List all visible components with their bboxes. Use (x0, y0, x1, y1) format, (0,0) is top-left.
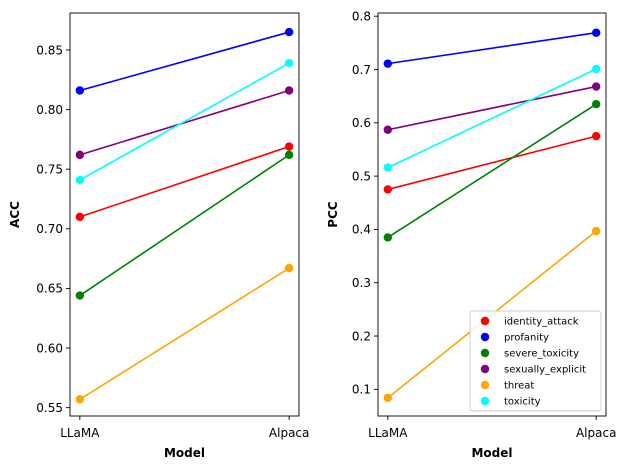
data-point-toxicity-llama (75, 175, 85, 185)
legend-marker-threat (480, 380, 490, 390)
series-threat (75, 263, 294, 404)
chart-2: 0.1 0.2 0.3 0.4 0.5 0.6 0.7 0.8 LLaMA Alpaca Model… (326, 9, 616, 460)
data-point-severe_toxicity-alpaca (284, 150, 294, 160)
y-tick-label: 0.55 (36, 401, 63, 415)
data-point-sexually_explicit-alpaca (592, 82, 601, 91)
series-line-profanity (387, 31, 597, 65)
series-line-sexually_explicit (387, 85, 597, 131)
y-tick-label: 0.7 (352, 63, 371, 77)
data-point-severe_toxicity-llama (75, 291, 85, 300)
y-axis-label: ACC (8, 201, 22, 228)
data-point-profanity-alpaca (592, 28, 601, 37)
legend-label-toxicity: toxicity (504, 397, 541, 408)
y-tick-label: 0.6 (352, 116, 371, 130)
data-point-identity_attack-llama (383, 185, 392, 194)
data-point-severe_toxicity-alpaca (592, 99, 601, 109)
data-point-identity_attack-alpaca (284, 142, 294, 151)
x-tick-label: LLaMA (60, 426, 100, 440)
series-line-severe_toxicity (79, 154, 290, 297)
series-toxicity (383, 64, 601, 172)
y-tick-label: 0.3 (352, 276, 371, 290)
data-point-sexually_explicit-llama (383, 125, 392, 134)
legend-marker-severe_toxicity (480, 348, 490, 358)
plot-frame (377, 12, 607, 417)
series-profanity (383, 28, 601, 68)
legend-label-severe_toxicity: severe_toxicity (504, 349, 579, 360)
data-point-sexually_explicit-llama (75, 150, 85, 160)
series-severe_toxicity (75, 150, 294, 300)
series-line-toxicity (387, 68, 597, 169)
legend-marker-profanity (480, 332, 490, 342)
data-point-threat-alpaca (592, 226, 601, 236)
legend-marker-toxicity (480, 396, 490, 406)
y-tick-label: 0.75 (36, 162, 63, 176)
series-line-toxicity (79, 62, 290, 181)
data-point-toxicity-llama (383, 163, 392, 172)
y-axis-label: PCC (326, 201, 340, 228)
legend-label-identity_attack: identity_attack (504, 317, 579, 328)
y-tick-label: 0.5 (352, 169, 371, 183)
x-tick-label: Alpaca (269, 426, 309, 440)
series-line-profanity (79, 31, 290, 92)
data-point-identity_attack-alpaca (592, 131, 601, 141)
data-point-threat-alpaca (284, 263, 294, 273)
data-point-profanity-llama (383, 59, 392, 68)
y-tick-label: 0.85 (36, 43, 63, 57)
legend: identity_attack profanity severe_toxicitys… (469, 310, 602, 412)
legend-marker-sexually_explicit (480, 364, 490, 374)
plot-frame (69, 12, 300, 417)
series-line-threat (79, 267, 290, 400)
legend-marker-identity_attack (480, 316, 490, 326)
data-point-toxicity-alpaca (284, 58, 294, 68)
series-line-identity_attack (79, 145, 290, 218)
series-identity_attack (383, 131, 601, 194)
legend-label-sexually_explicit: sexually_explicit (504, 365, 586, 376)
series-profanity (75, 27, 294, 95)
data-point-threat-llama (75, 395, 85, 404)
series-sexually_explicit (75, 86, 294, 160)
legend-box (469, 310, 602, 412)
y-tick-label: 0.1 (352, 383, 371, 397)
series-line-sexually_explicit (79, 89, 290, 156)
legend-label-threat: threat (504, 381, 534, 392)
data-point-toxicity-alpaca (592, 64, 601, 74)
series-line-severe_toxicity (387, 103, 597, 239)
data-point-profanity-alpaca (284, 27, 294, 37)
data-point-profanity-llama (75, 86, 85, 95)
series-toxicity (75, 58, 294, 185)
y-tick-label: 0.70 (36, 222, 63, 236)
x-axis-label: Model (164, 446, 205, 460)
legend-label-profanity: profanity (504, 333, 549, 344)
y-tick-label: 0.80 (36, 103, 63, 117)
y-tick-label: 0.60 (36, 341, 63, 355)
x-tick-label: Alpaca (576, 426, 616, 440)
data-point-threat-llama (383, 393, 392, 403)
data-point-severe_toxicity-llama (383, 233, 392, 242)
y-tick-label: 0.65 (36, 282, 63, 296)
y-tick-label: 0.8 (352, 9, 371, 23)
x-tick-label: LLaMA (368, 426, 408, 440)
series-severe_toxicity (383, 99, 601, 242)
data-point-identity_attack-llama (75, 212, 85, 222)
data-point-sexually_explicit-alpaca (284, 86, 294, 95)
series-identity_attack (75, 142, 294, 222)
chart-1: 0.55 0.60 0.65 0.70 0.75 0.80 0.85 LLaMA Alpaca M… (8, 12, 309, 460)
y-tick-label: 0.4 (352, 223, 371, 237)
x-axis-label: Model (471, 446, 512, 460)
y-tick-label: 0.2 (352, 329, 371, 343)
series-line-identity_attack (387, 135, 597, 191)
series-sexually_explicit (383, 82, 601, 134)
